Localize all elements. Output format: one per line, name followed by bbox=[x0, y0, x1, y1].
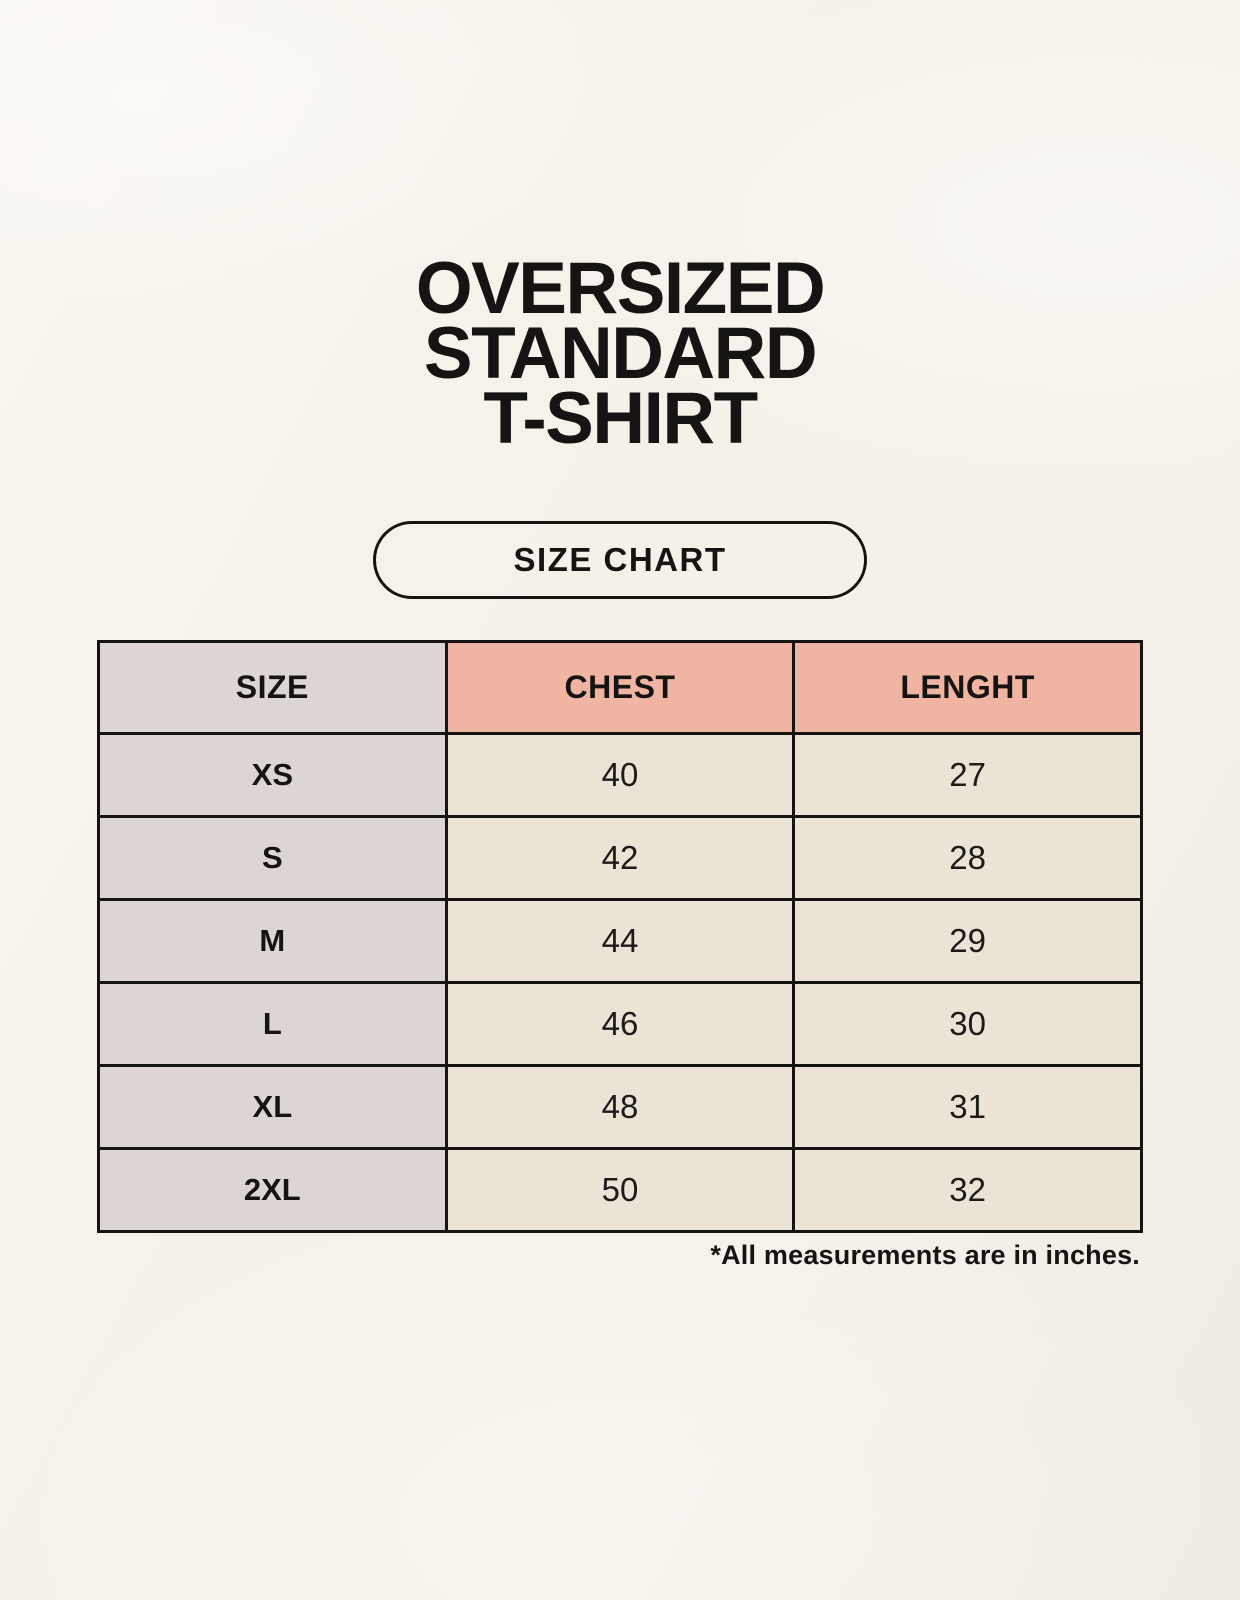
table-row-2xl: 2XL 50 32 bbox=[97, 1147, 1143, 1233]
table-row-l: L 46 30 bbox=[97, 981, 1143, 1067]
size-chart-button[interactable]: SIZE CHART bbox=[373, 521, 867, 599]
lenght-cell: 31 bbox=[792, 1064, 1143, 1150]
column-header-chest: CHEST bbox=[444, 640, 796, 735]
lenght-cell: 28 bbox=[792, 815, 1143, 901]
page-title: OVERSIZED STANDARD T-SHIRT bbox=[0, 248, 1240, 459]
size-cell: 2XL bbox=[97, 1147, 448, 1233]
column-header-size: SIZE bbox=[97, 640, 448, 735]
size-cell: L bbox=[97, 981, 448, 1067]
size-table: SIZE CHEST LENGHT XS 40 27 S 42 28 M 44 … bbox=[97, 640, 1143, 1233]
lenght-cell: 32 bbox=[792, 1147, 1143, 1233]
chest-cell: 44 bbox=[444, 898, 796, 984]
chest-cell: 50 bbox=[444, 1147, 796, 1233]
page-title-line-1: OVERSIZED bbox=[415, 248, 826, 329]
measurements-footnote: *All measurements are in inches. bbox=[710, 1240, 1140, 1270]
table-row-m: M 44 29 bbox=[97, 898, 1143, 984]
column-header-lenght: LENGHT bbox=[792, 640, 1143, 735]
lenght-cell: 27 bbox=[792, 732, 1143, 818]
table-header-row: SIZE CHEST LENGHT bbox=[97, 640, 1143, 735]
table-row-xs: XS 40 27 bbox=[97, 732, 1143, 818]
table-row-xl: XL 48 31 bbox=[97, 1064, 1143, 1150]
size-cell: S bbox=[97, 815, 448, 901]
chest-cell: 48 bbox=[444, 1064, 796, 1150]
chest-cell: 40 bbox=[444, 732, 796, 818]
lenght-cell: 30 bbox=[792, 981, 1143, 1067]
size-cell: XS bbox=[97, 732, 448, 818]
page-title-line-2: STANDARD bbox=[423, 313, 818, 394]
size-cell: M bbox=[97, 898, 448, 984]
chest-cell: 42 bbox=[444, 815, 796, 901]
chest-cell: 46 bbox=[444, 981, 796, 1067]
page-title-line-3: T-SHIRT bbox=[483, 378, 758, 459]
lenght-cell: 29 bbox=[792, 898, 1143, 984]
size-chart-button-label: SIZE CHART bbox=[513, 541, 727, 578]
table-row-s: S 42 28 bbox=[97, 815, 1143, 901]
size-cell: XL bbox=[97, 1064, 448, 1150]
